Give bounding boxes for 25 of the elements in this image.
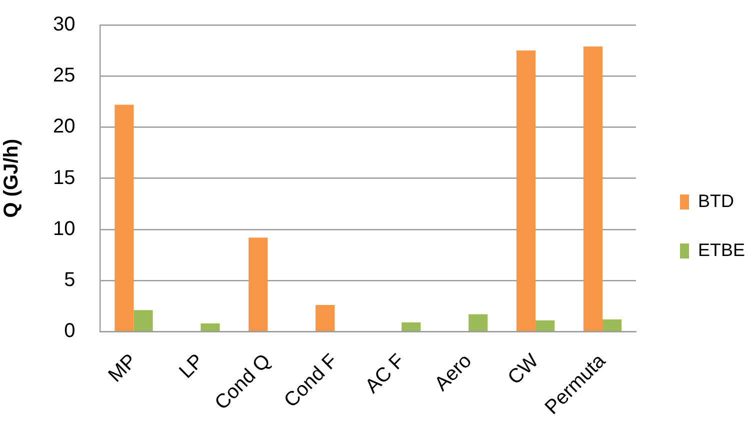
bar	[516, 50, 536, 331]
x-tick-label: AC F	[361, 350, 410, 398]
bar	[402, 322, 421, 331]
y-tick-label: 15	[52, 166, 76, 189]
bar	[114, 104, 134, 331]
bar	[200, 323, 220, 331]
bar	[602, 319, 622, 331]
bar	[536, 320, 555, 331]
y-tick-label: 30	[52, 14, 76, 36]
y-tick-label: 10	[52, 218, 76, 240]
x-tick-label: CW	[504, 350, 544, 390]
y-tick-label: 0	[64, 320, 76, 342]
bar	[583, 46, 603, 331]
y-tick-label: 5	[64, 269, 76, 291]
x-tick-label: LP	[175, 350, 208, 383]
bar	[468, 314, 488, 331]
y-tick-label: 20	[52, 116, 76, 138]
x-tick-label: MP	[104, 350, 142, 387]
y-axis-title: Q (GJ/h)	[0, 138, 23, 218]
y-tick-label: 25	[52, 64, 76, 87]
bar	[134, 310, 153, 331]
legend-label: BTD	[698, 190, 734, 211]
bar	[316, 305, 335, 331]
legend-label: ETBE	[698, 240, 746, 260]
bar	[248, 238, 268, 331]
